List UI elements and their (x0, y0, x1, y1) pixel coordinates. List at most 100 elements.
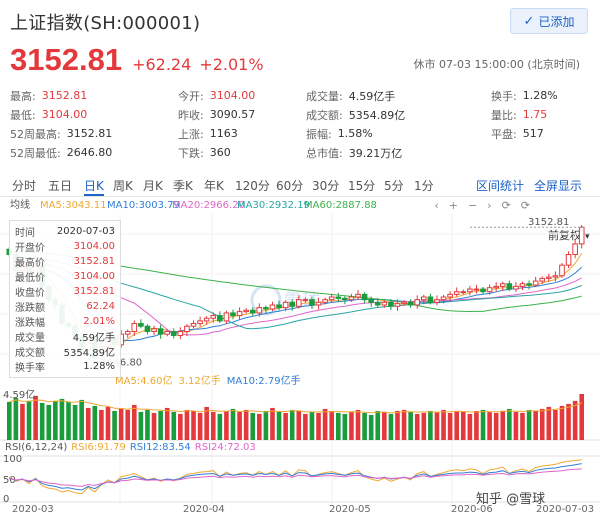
chevron-right-icon[interactable]: › (487, 199, 492, 212)
candle (124, 329, 131, 338)
range-stats-link[interactable]: 区间统计 (476, 179, 525, 193)
candle (539, 276, 546, 284)
rsi-label: RSI(6,12,24) (5, 442, 68, 453)
price-change-percent: +2.01% (199, 55, 264, 74)
candle (335, 292, 342, 303)
stat-label: 最高: (10, 89, 36, 103)
candle (249, 307, 256, 316)
chevron-down-icon: ▾ (584, 229, 590, 242)
volume-bar (368, 414, 374, 440)
stat-cell: 52周最低: 2646.80 (10, 143, 178, 162)
rsi-legend-item: RSI24:72.03 (194, 442, 256, 453)
chevron-left-icon[interactable]: ‹ (434, 199, 439, 212)
fullscreen-link[interactable]: 全屏显示 (534, 179, 583, 193)
stat-value: 1.28% (522, 89, 558, 102)
tab-period[interactable]: 60分 (276, 179, 304, 193)
volume-bar (362, 412, 367, 440)
tab-period[interactable]: 季K (173, 179, 193, 193)
candle (322, 297, 328, 305)
tooltip-row: 最低价 3104.00 (15, 269, 115, 284)
volume-bar (263, 410, 269, 440)
candle (552, 271, 559, 282)
candle (526, 280, 532, 290)
added-watchlist-button[interactable]: ✓ 已添加 (510, 8, 588, 34)
volume-bar (493, 412, 499, 440)
volume-bar (507, 408, 512, 440)
candle (328, 293, 335, 303)
tooltip-value: 62.24 (86, 301, 115, 312)
adjust-selector[interactable]: 前复权 ▾ (548, 227, 590, 243)
candle (407, 299, 414, 308)
tab-period[interactable]: 五日 (48, 179, 73, 193)
quote-stats-grid: 最高: 3152.81 今开: 3104.00 成交量: 4.59亿手 换手: 1.28% 最低… (10, 86, 590, 162)
tab-period[interactable]: 周K (113, 179, 133, 193)
volume-bar (355, 409, 361, 440)
tab-period[interactable]: 分时 (12, 179, 37, 193)
candle (473, 284, 480, 294)
tab-period[interactable]: 120分 (235, 179, 270, 193)
candle (309, 296, 315, 309)
tooltip-value: 3152.81 (73, 256, 115, 267)
volume-bar (105, 406, 111, 440)
volume-bar (382, 411, 387, 440)
volume-bar (375, 410, 381, 440)
price-change: +62.24 (132, 55, 192, 74)
stat-label: 成交额: (306, 108, 343, 122)
zoom-out-icon[interactable]: − (467, 199, 478, 212)
candle (177, 327, 184, 340)
market-status: 休市 07-03 15:00:00 (北京时间) (413, 58, 580, 71)
volume-ma-item: 3.12亿手 (178, 376, 221, 387)
ma-legend: 均线 MA5:3043.11 MA10:3003.79 MA20:2966.20 MA3… (0, 198, 600, 214)
tooltip-row: 涨跌额 62.24 (15, 299, 115, 314)
zoom-in-icon[interactable]: + (448, 199, 458, 212)
stat-label: 总市值: (306, 146, 343, 160)
stat-label: 上涨: (178, 127, 204, 141)
volume-bar (296, 410, 302, 440)
x-tick-label: 2020-05 (329, 504, 371, 515)
candle (197, 316, 203, 327)
volume-bar (533, 410, 538, 440)
candle (414, 295, 421, 309)
stat-cell: 总市值: 39.21万亿 (306, 143, 491, 162)
volume-bar (467, 413, 473, 440)
volume-ma-item: MA10:2.79亿手 (226, 376, 301, 387)
tab-period[interactable]: 日K (84, 177, 104, 196)
rsi-legend-item: RSI12:83.54 (129, 442, 191, 453)
x-tick-label: 2020-06 (451, 504, 493, 515)
volume-bar (559, 405, 565, 440)
reset-icon[interactable]: ⟳ (520, 199, 530, 212)
tab-period[interactable]: 5分 (384, 179, 404, 193)
tab-period[interactable]: 月K (143, 179, 163, 193)
volume-bar (500, 410, 506, 440)
candle (210, 312, 217, 323)
volume-bar (217, 413, 223, 440)
candle (486, 284, 493, 295)
volume-bar (59, 398, 65, 440)
page-header: 上证指数(SH:000001) (10, 8, 200, 36)
refresh-icon[interactable]: ⟳ (501, 199, 511, 212)
candle (388, 299, 394, 311)
tab-period[interactable]: 30分 (312, 179, 340, 193)
volume-bar (414, 413, 420, 440)
volume-bar (92, 405, 98, 440)
volume-bar (283, 412, 288, 440)
volume-bar (566, 403, 571, 440)
candle (217, 311, 223, 324)
candle (480, 286, 486, 294)
watermark-text: 知乎 @雪球 (476, 492, 546, 507)
rsi-level-label: 0 (3, 494, 9, 505)
tab-period[interactable]: 1分 (414, 179, 434, 193)
tooltip-row: 换手率 1.28% (15, 359, 115, 374)
volume-bar (210, 411, 216, 440)
volume-bar (237, 411, 242, 440)
stat-value: 1163 (209, 127, 238, 140)
tab-period[interactable]: 15分 (348, 179, 376, 193)
volume-bar (553, 409, 558, 440)
candle (559, 263, 565, 278)
volume-bar (322, 408, 328, 440)
adjust-label: 前复权 (547, 229, 581, 242)
tooltip-row: 成交量 4.59亿手 (15, 329, 115, 344)
tooltip-value: 1.28% (83, 361, 115, 372)
tab-period[interactable]: 年K (204, 179, 224, 193)
candle (190, 320, 197, 329)
